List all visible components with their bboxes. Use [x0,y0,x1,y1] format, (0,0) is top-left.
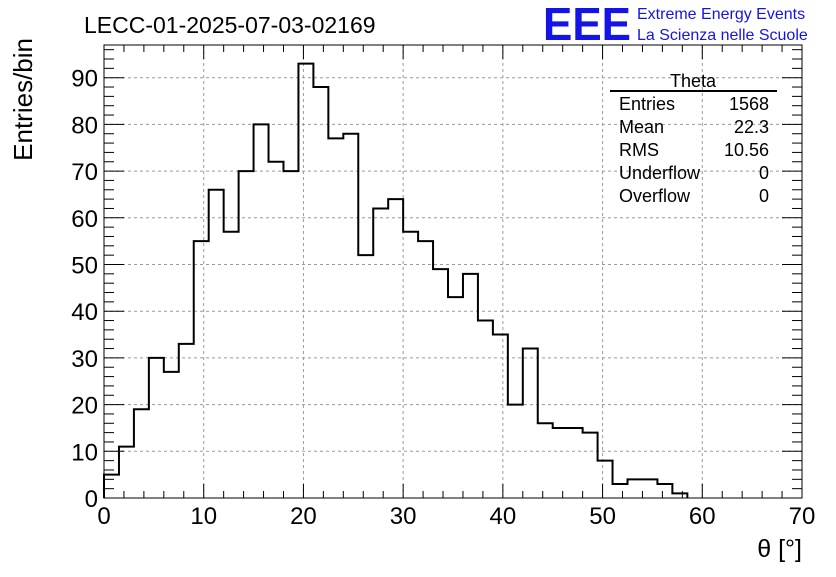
chart-title: LECC-01-2025-07-03-02169 [84,12,376,38]
y-tick-label: 70 [71,159,98,186]
y-ticks: 0 10 20 30 40 50 60 70 80 90 [71,49,802,513]
histogram-outline [103,62,689,498]
histogram-bin [209,190,224,498]
stats-title: Theta [670,71,717,91]
histogram-bin [523,349,538,498]
x-ticks: 0 10 20 30 40 50 60 70 [97,45,815,530]
stats-value: 1568 [729,94,769,114]
stats-label: Mean [619,117,664,137]
histogram-bin [119,447,134,498]
histogram-bin [493,335,508,498]
histogram-bin [388,199,403,498]
stats-value: 22.3 [734,117,769,137]
y-tick-label: 30 [71,346,98,373]
histogram-bin [313,87,328,498]
x-tick-label: 50 [589,503,616,530]
histogram-bin [149,358,164,498]
x-tick-label: 70 [789,503,816,530]
y-tick-label: 20 [71,393,98,420]
stats-label: Underflow [619,163,701,183]
logo-line1: Extreme Energy Events [637,6,805,23]
histogram-bin [628,479,643,498]
histogram-bin [254,124,269,498]
stats-value: 10.56 [724,140,769,160]
x-tick-label: 20 [290,503,317,530]
stats-rows: Entries 1568 Mean 22.3 RMS 10.56 Underflow 0 Ove… [619,94,769,206]
stats-label: Overflow [619,186,691,206]
histogram-bin [433,269,448,498]
histogram-bin [478,321,493,498]
x-tick-label: 0 [97,503,110,530]
histogram-bin [598,461,613,498]
histogram-bin [657,484,672,498]
histogram-bin [583,433,598,498]
plot-frame [103,44,803,499]
histogram-bin [642,479,657,498]
histogram-bin [239,171,254,498]
logo-text: EEE [543,0,631,50]
histogram-bin [343,134,358,498]
y-tick-label: 50 [71,252,98,279]
y-tick-label: 40 [71,299,98,326]
x-tick-label: 60 [689,503,716,530]
histogram-bin [179,344,194,498]
histogram-bin [613,484,628,498]
histogram-bin [328,138,343,498]
histogram-bin [373,208,388,498]
histogram-bin [298,64,313,498]
histogram-bin [104,475,119,498]
x-tick-label: 10 [190,503,217,530]
x-tick-label: 40 [490,503,517,530]
y-tick-label: 10 [71,439,98,466]
histogram-bin [508,405,523,498]
histogram-bin [269,162,284,498]
histogram-bin [358,255,373,498]
histogram-bin [134,409,149,498]
histogram-bin [164,372,179,498]
histogram-bin [568,428,583,498]
stats-label: RMS [619,140,659,160]
y-axis-label: Entries/bin [8,38,38,161]
logo-line2: La Scienza nelle Scuole [637,27,808,44]
stats-value: 0 [759,186,769,206]
histogram-bin [403,232,418,498]
x-axis-label: θ [°] [757,535,802,563]
histogram-bin [538,423,553,498]
histogram-bin [224,232,239,498]
histogram-bin [448,297,463,498]
histogram-bin [553,428,568,498]
y-tick-label: 90 [71,66,98,93]
x-tick-label: 30 [390,503,417,530]
histogram-bin [418,241,433,498]
grid-lines [104,45,802,498]
stats-box: Theta Entries 1568 Mean 22.3 RMS 10.56 Underfl… [610,71,777,206]
stats-label: Entries [619,94,675,114]
stats-value: 0 [759,163,769,183]
y-tick-label: 80 [71,112,98,139]
histogram-bins [104,64,687,498]
histogram-bin [194,241,209,498]
y-tick-label: 0 [85,486,98,513]
eee-logo: EEE Extreme Energy Events La Scienza nel… [543,0,808,50]
y-tick-label: 60 [71,206,98,233]
histogram-bin [283,171,298,498]
histogram-bin [463,274,478,498]
